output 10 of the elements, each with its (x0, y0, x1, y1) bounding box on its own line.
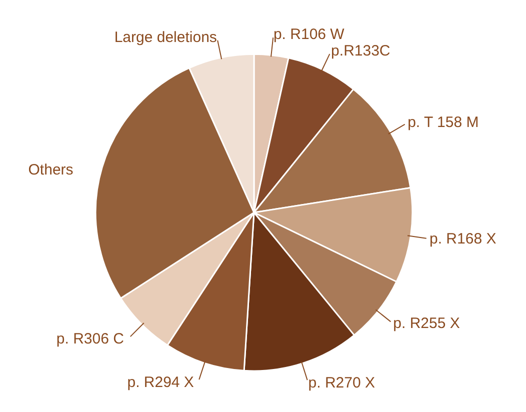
slice-label: p.R133C (331, 42, 390, 60)
slice-label: Others (28, 161, 74, 178)
slice-label: p. R270 X (308, 374, 376, 392)
slice-label: p. R255 X (393, 315, 460, 332)
slice-label: p. R106 W (273, 26, 346, 43)
slice-label: Large deletions (114, 28, 217, 46)
slice-label: p. R294 X (127, 374, 194, 392)
slice-label: p. R168 X (430, 230, 496, 248)
slice-label: p. T 158 M (408, 114, 479, 132)
slice-label: p. R306 C (56, 330, 124, 348)
